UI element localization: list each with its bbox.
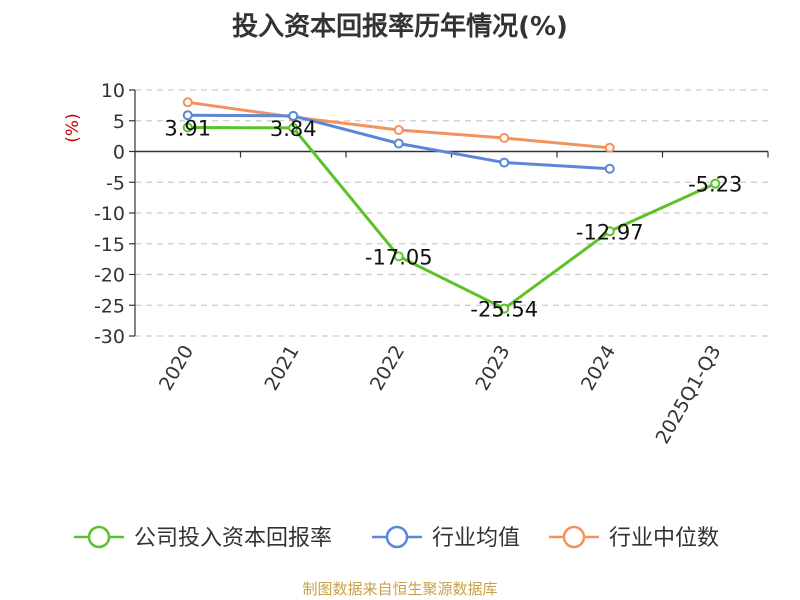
chart-title: 投入资本回报率历年情况(%) (232, 12, 568, 42)
y-tick-label: -20 (94, 265, 125, 287)
y-axis-label: (%) (63, 113, 83, 142)
data-label: 3.91 (164, 116, 211, 140)
legend-marker (87, 525, 111, 549)
y-tick-label: -10 (94, 203, 125, 225)
x-tick-label: 2020 (155, 342, 198, 395)
data-label: 3.84 (270, 117, 317, 141)
data-labels: 3.91 3.84 -17.05 -25.54 -12.97 -5.23 (164, 116, 742, 321)
legend-marker (385, 525, 409, 549)
y-tick-label: -30 (94, 326, 125, 348)
source-note: 制图数据来自恒生聚源数据库 (302, 580, 498, 598)
series-lines (182, 97, 721, 314)
x-tick-label: 2024 (577, 342, 620, 395)
data-point (182, 110, 193, 121)
y-tick-label: -5 (106, 172, 125, 194)
x-tick-label: 2025Q1-Q3 (652, 342, 726, 448)
data-point (393, 251, 404, 262)
data-point (710, 178, 721, 189)
series-line-0 (187, 125, 716, 311)
data-point (182, 97, 193, 108)
data-label: -12.97 (576, 220, 644, 244)
y-tick-label: 0 (113, 142, 125, 164)
data-point (499, 157, 510, 168)
x-tick-label: 2023 (471, 342, 514, 395)
data-point (499, 303, 510, 314)
data-point (499, 132, 510, 143)
y-tick-label: -25 (94, 295, 125, 317)
data-point (604, 142, 615, 153)
y-tick-label: 10 (101, 80, 125, 102)
legend-label: 行业均值 (432, 526, 520, 551)
data-point (182, 122, 193, 133)
data-point (604, 226, 615, 237)
data-label: -25.54 (470, 298, 538, 322)
data-point (288, 110, 299, 121)
y-tick-label: 5 (113, 111, 125, 133)
legend-label: 公司投入资本回报率 (134, 526, 332, 551)
legend-label: 行业中位数 (609, 526, 719, 551)
data-label: -5.23 (688, 173, 742, 197)
data-label: -17.05 (365, 245, 433, 269)
data-point (393, 124, 404, 135)
data-point (393, 138, 404, 149)
x-tick-label: 2022 (366, 342, 409, 395)
legend-marker (562, 525, 586, 549)
data-point (604, 163, 615, 174)
y-tick-label: -15 (94, 234, 125, 256)
legend: 公司投入资本回报率 行业均值 行业中位数 (74, 525, 719, 551)
x-tick-label: 2021 (260, 342, 303, 395)
data-point (288, 122, 299, 133)
